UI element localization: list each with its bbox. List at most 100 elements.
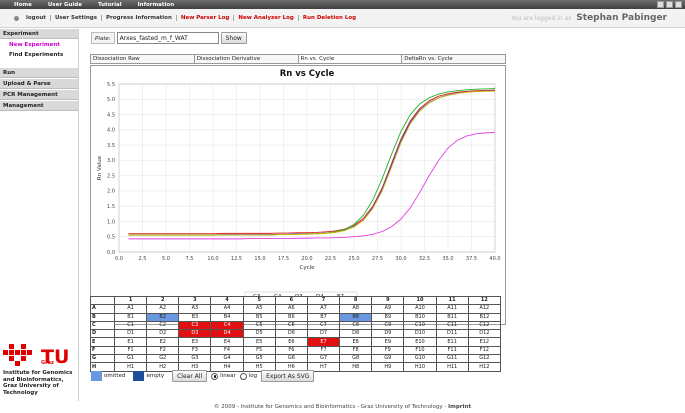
well-cell[interactable]: B7: [306, 312, 341, 322]
well-cell[interactable]: C4: [210, 320, 244, 331]
logout-link[interactable]: logout: [22, 15, 51, 21]
well-cell[interactable]: C8: [339, 320, 373, 331]
well-cell[interactable]: B12: [467, 312, 502, 322]
row-header[interactable]: E: [90, 337, 115, 347]
restore-icon[interactable]: [657, 1, 664, 8]
well-cell[interactable]: C10: [403, 320, 437, 331]
nav-user-guide[interactable]: User Guide: [47, 1, 82, 8]
row-header[interactable]: G: [90, 354, 115, 364]
well-cell[interactable]: G10: [403, 354, 437, 364]
column-header[interactable]: 1: [113, 295, 148, 306]
well-cell[interactable]: C11: [435, 320, 469, 331]
log-radio[interactable]: [239, 372, 247, 380]
well-cell[interactable]: E6: [274, 337, 308, 347]
well-cell[interactable]: A5: [242, 304, 276, 314]
export-svg-button[interactable]: Export As SVG: [261, 370, 315, 382]
sidebar-find-experiments[interactable]: Find Experiments: [9, 52, 64, 58]
well-cell[interactable]: G7: [306, 354, 341, 364]
well-cell[interactable]: B8: [339, 312, 373, 322]
row-header[interactable]: C: [90, 320, 115, 331]
column-header[interactable]: 4: [210, 295, 244, 306]
new-parser-log-link[interactable]: New Parser Log: [177, 15, 235, 21]
well-cell[interactable]: E7: [306, 337, 341, 347]
well-cell[interactable]: A11: [435, 304, 469, 314]
well-cell[interactable]: D7: [306, 329, 341, 339]
well-cell[interactable]: A9: [371, 304, 405, 314]
column-header[interactable]: 8: [339, 295, 373, 306]
well-cell[interactable]: F7: [306, 345, 341, 356]
well-cell[interactable]: F3: [178, 345, 212, 356]
well-cell[interactable]: C1: [113, 320, 148, 331]
well-cell[interactable]: A8: [339, 304, 373, 314]
well-cell[interactable]: F4: [210, 345, 244, 356]
well-cell[interactable]: B11: [435, 312, 469, 322]
column-header[interactable]: 11: [435, 295, 469, 306]
well-cell[interactable]: F1: [113, 345, 148, 356]
well-cell[interactable]: G2: [146, 354, 180, 364]
column-header[interactable]: 6: [274, 295, 308, 306]
column-header[interactable]: 9: [371, 295, 405, 306]
linear-radio[interactable]: [211, 372, 219, 380]
well-cell[interactable]: E1: [113, 337, 148, 347]
sidebar-upload-parse[interactable]: Upload & Parse: [0, 79, 78, 89]
maximize-icon[interactable]: [666, 1, 673, 8]
imprint-link[interactable]: Imprint: [448, 404, 471, 410]
well-cell[interactable]: D1: [113, 329, 148, 339]
tab-rn-vs-cycle[interactable]: Rn vs. Cycle: [298, 54, 403, 64]
well-cell[interactable]: F11: [435, 345, 469, 356]
well-cell[interactable]: C2: [146, 320, 180, 331]
well-cell[interactable]: A2: [146, 304, 180, 314]
well-cell[interactable]: H8: [339, 362, 373, 372]
well-cell[interactable]: F6: [274, 345, 308, 356]
well-cell[interactable]: A12: [467, 304, 502, 314]
well-cell[interactable]: D4: [210, 329, 244, 339]
nav-information[interactable]: Information: [137, 1, 175, 8]
column-header[interactable]: 10: [403, 295, 437, 306]
well-cell[interactable]: F8: [339, 345, 373, 356]
row-header[interactable]: D: [90, 329, 115, 339]
well-cell[interactable]: B2: [146, 312, 180, 322]
well-cell[interactable]: H9: [371, 362, 405, 372]
well-cell[interactable]: E8: [339, 337, 373, 347]
well-cell[interactable]: C3: [178, 320, 212, 331]
well-cell[interactable]: D6: [274, 329, 308, 339]
well-cell[interactable]: C7: [306, 320, 341, 331]
well-cell[interactable]: G3: [178, 354, 212, 364]
well-cell[interactable]: B5: [242, 312, 276, 322]
well-cell[interactable]: D2: [146, 329, 180, 339]
well-cell[interactable]: E12: [467, 337, 502, 347]
well-cell[interactable]: F10: [403, 345, 437, 356]
sidebar-run[interactable]: Run: [0, 68, 78, 78]
well-cell[interactable]: C12: [467, 320, 502, 331]
well-cell[interactable]: G6: [274, 354, 308, 364]
well-cell[interactable]: E11: [435, 337, 469, 347]
well-cell[interactable]: G4: [210, 354, 244, 364]
well-cell[interactable]: D10: [403, 329, 437, 339]
nav-home[interactable]: Home: [14, 1, 32, 8]
well-cell[interactable]: B4: [210, 312, 244, 322]
column-header[interactable]: 12: [467, 295, 502, 306]
well-cell[interactable]: A1: [113, 304, 148, 314]
run-deletion-log-link[interactable]: Run Deletion Log: [302, 15, 357, 21]
clear-all-button[interactable]: Clear All: [172, 370, 208, 382]
well-cell[interactable]: A4: [210, 304, 244, 314]
well-cell[interactable]: H10: [403, 362, 437, 372]
well-cell[interactable]: A10: [403, 304, 437, 314]
sidebar-experiment[interactable]: Experiment: [0, 29, 78, 39]
well-cell[interactable]: G12: [467, 354, 502, 364]
well-cell[interactable]: D9: [371, 329, 405, 339]
well-cell[interactable]: C5: [242, 320, 276, 331]
plate-input[interactable]: Arxes_fasted_m_f_WAT: [116, 32, 219, 44]
column-header[interactable]: 2: [146, 295, 180, 306]
user-settings-link[interactable]: User Settings: [51, 15, 102, 21]
well-cell[interactable]: G5: [242, 354, 276, 364]
row-header[interactable]: A: [90, 304, 115, 314]
well-cell[interactable]: A6: [274, 304, 308, 314]
well-cell[interactable]: B10: [403, 312, 437, 322]
well-cell[interactable]: D5: [242, 329, 276, 339]
well-cell[interactable]: H11: [435, 362, 469, 372]
column-header[interactable]: 5: [242, 295, 276, 306]
well-cell[interactable]: B1: [113, 312, 148, 322]
well-cell[interactable]: E10: [403, 337, 437, 347]
new-analyzer-log-link[interactable]: New Analyzer Log: [234, 15, 299, 21]
